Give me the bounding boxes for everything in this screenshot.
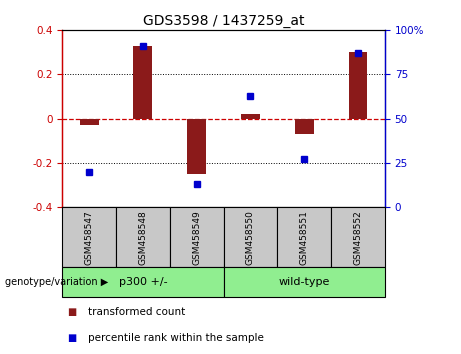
Bar xyxy=(241,114,260,119)
Text: ■: ■ xyxy=(67,333,76,343)
Bar xyxy=(187,119,206,174)
Text: wild-type: wild-type xyxy=(278,277,330,287)
Title: GDS3598 / 1437259_at: GDS3598 / 1437259_at xyxy=(143,14,304,28)
Bar xyxy=(62,267,224,297)
Bar xyxy=(331,207,385,267)
Text: genotype/variation ▶: genotype/variation ▶ xyxy=(5,277,108,287)
Text: GSM458549: GSM458549 xyxy=(192,210,201,264)
Text: GSM458548: GSM458548 xyxy=(138,210,148,264)
Text: GSM458552: GSM458552 xyxy=(354,210,362,264)
Bar xyxy=(134,46,152,119)
Bar xyxy=(224,207,278,267)
Bar xyxy=(80,119,99,125)
Bar xyxy=(224,267,385,297)
Text: GSM458551: GSM458551 xyxy=(300,210,309,265)
Bar xyxy=(278,207,331,267)
Bar xyxy=(62,207,116,267)
Text: ■: ■ xyxy=(67,307,76,316)
Bar xyxy=(349,52,367,119)
Text: percentile rank within the sample: percentile rank within the sample xyxy=(88,333,264,343)
Text: GSM458550: GSM458550 xyxy=(246,210,255,265)
Bar xyxy=(116,207,170,267)
Text: p300 +/-: p300 +/- xyxy=(118,277,167,287)
Bar xyxy=(170,207,224,267)
Text: transformed count: transformed count xyxy=(88,307,185,316)
Text: GSM458547: GSM458547 xyxy=(85,210,94,264)
Bar xyxy=(295,119,313,134)
